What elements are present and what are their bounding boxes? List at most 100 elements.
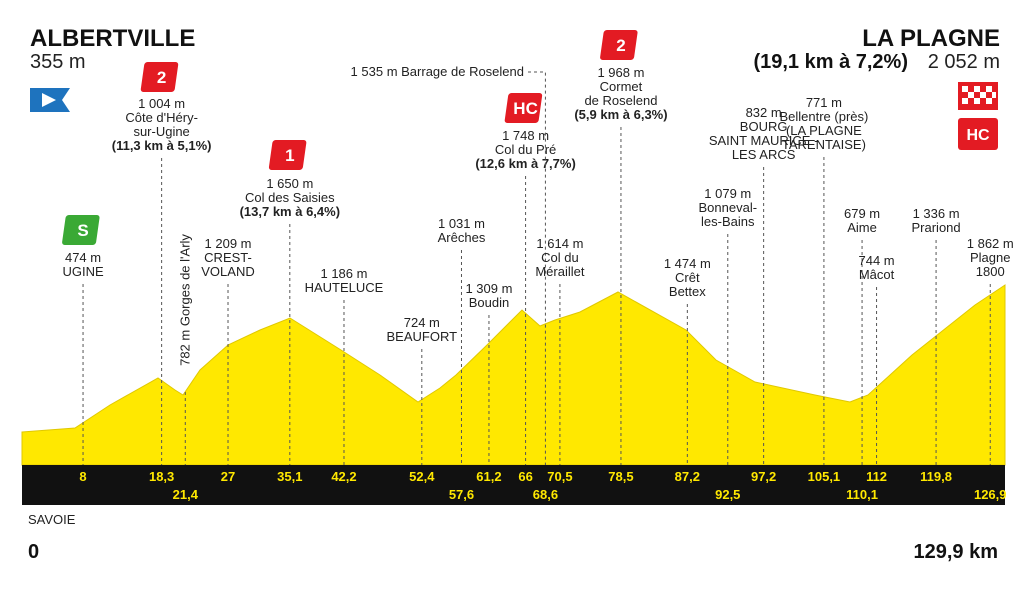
- waypoint-label: Arêches: [438, 230, 486, 245]
- km-label: 18,3: [149, 469, 174, 484]
- waypoint-label: 1 309 m: [465, 281, 512, 296]
- waypoint-label: CREST-: [204, 250, 252, 265]
- waypoint-label: TARENTAISE): [782, 137, 866, 152]
- start-flag-arrow: [42, 93, 56, 107]
- category-label: 2: [616, 36, 625, 55]
- waypoint-label: (LA PLAGNE: [786, 123, 862, 138]
- start-name: ALBERTVILLE: [30, 25, 195, 52]
- waypoint-label: 1 968 m: [597, 65, 644, 80]
- km-label: 52,4: [409, 469, 435, 484]
- waypoint-label: Cormet: [600, 79, 643, 94]
- waypoint-label: Bellentre (près): [779, 109, 868, 124]
- finish-category: HC: [966, 127, 990, 144]
- climb-label: (11,3 km à 5,1%): [112, 138, 212, 153]
- waypoint-label: UGINE: [62, 264, 104, 279]
- km-label: 119,8: [920, 469, 952, 484]
- waypoint-label: Col du Pré: [495, 142, 556, 157]
- region: SAVOIE: [28, 512, 76, 527]
- waypoint-label: LES ARCS: [732, 147, 796, 162]
- waypoint-label: 679 m: [844, 206, 880, 221]
- km-label: 78,5: [608, 469, 633, 484]
- waypoint-label: BOURG: [740, 119, 788, 134]
- waypoint-label: les-Bains: [701, 214, 755, 229]
- waypoint-label: Méraillet: [535, 264, 585, 279]
- finish-flag: [958, 82, 998, 110]
- category-badge: [504, 93, 543, 123]
- category-badge: [140, 62, 179, 92]
- km-label: 27: [221, 469, 235, 484]
- km-label: 105,1: [808, 469, 841, 484]
- waypoint-label: Bettex: [669, 284, 706, 299]
- km-label: 87,2: [675, 469, 700, 484]
- waypoint-label: 1 209 m: [205, 236, 252, 251]
- waypoint-label: 1 474 m: [664, 256, 711, 271]
- waypoint-label: 1 862 m: [967, 236, 1014, 251]
- waypoint-label: VOLAND: [201, 264, 254, 279]
- waypoint-label: 1 186 m: [320, 266, 367, 281]
- waypoint-label: Bonneval-: [699, 200, 758, 215]
- checkers: [962, 86, 996, 104]
- km-label: 42,2: [331, 469, 356, 484]
- finish-badge: [958, 118, 998, 150]
- waypoint-label: 771 m: [806, 95, 842, 110]
- waypoint-label: 1800: [976, 264, 1005, 279]
- km-label: 35,1: [277, 469, 302, 484]
- waypoint-label: 1 748 m: [502, 128, 549, 143]
- waypoint-label: 724 m: [404, 315, 440, 330]
- km-label: 97,2: [751, 469, 776, 484]
- waypoint-label: Côte d'Héry-: [125, 110, 198, 125]
- waypoint-label: 1 336 m: [913, 206, 960, 221]
- km-label: 70,5: [547, 469, 572, 484]
- waypoint-label: 1 614 m: [536, 236, 583, 251]
- km-label: 112: [866, 469, 887, 484]
- finish-name: LA PLAGNE: [862, 25, 1000, 52]
- waypoint-label: Prariond: [912, 220, 961, 235]
- km-label: 8: [79, 469, 86, 484]
- km-label: 61,2: [476, 469, 501, 484]
- category-badge: [268, 140, 307, 170]
- waypoint-label: BEAUFORT: [387, 329, 458, 344]
- category-label: 2: [157, 68, 166, 87]
- waypoint-label: Plagne: [970, 250, 1010, 265]
- km-label: 110,1: [846, 487, 878, 502]
- waypoint-label: Col des Saisies: [245, 190, 335, 205]
- km-label: 68,6: [533, 487, 558, 502]
- km-label: 126,9: [974, 487, 1007, 502]
- waypoint-label: 1 031 m: [438, 216, 485, 231]
- waypoint-label: Aime: [847, 220, 877, 235]
- waypoint-label: 1 535 m Barrage de Roselend: [351, 64, 524, 79]
- km-bar: [22, 465, 1005, 505]
- km-label: 57,6: [449, 487, 474, 502]
- waypoint-label: SAINT MAURICE -: [709, 133, 819, 148]
- waypoint-label: 832 m: [746, 105, 782, 120]
- km-label: 92,5: [715, 487, 740, 502]
- distance-start: 0: [28, 541, 39, 563]
- waypoint-label: 744 m: [858, 253, 894, 268]
- waypoint-label: 1 004 m: [138, 96, 185, 111]
- finish-climb: (19,1 km à 7,2%): [753, 51, 908, 73]
- waypoint-label: HAUTELUCE: [305, 280, 384, 295]
- waypoint-label: Col du: [541, 250, 579, 265]
- climb-label: (13,7 km à 6,4%): [240, 204, 340, 219]
- waypoint-label: Mâcot: [859, 267, 895, 282]
- waypoint-label: 474 m: [65, 250, 101, 265]
- km-label: 66: [518, 469, 532, 484]
- finish-altitude: 2 052 m: [928, 51, 1000, 73]
- elevation-profile: [21, 284, 1006, 466]
- category-label: 1: [285, 146, 294, 165]
- waypoint-label: Boudin: [469, 295, 509, 310]
- climb-label: (5,9 km à 6,3%): [574, 107, 667, 122]
- waypoint-label: 782 m Gorges de l'Arly: [177, 234, 192, 366]
- category-badge: [600, 30, 638, 60]
- waypoint-label: sur-Ugine: [133, 124, 189, 139]
- start-altitude: 355 m: [30, 51, 86, 73]
- waypoint-label: 1 079 m: [704, 186, 751, 201]
- km-label: 21,4: [173, 487, 199, 502]
- waypoint-label: Crêt: [675, 270, 700, 285]
- waypoint-label: de Roselend: [584, 93, 657, 108]
- distance-end: 129,9 km: [913, 541, 998, 563]
- category-label: HC: [513, 99, 538, 118]
- waypoint-label: 1 650 m: [266, 176, 313, 191]
